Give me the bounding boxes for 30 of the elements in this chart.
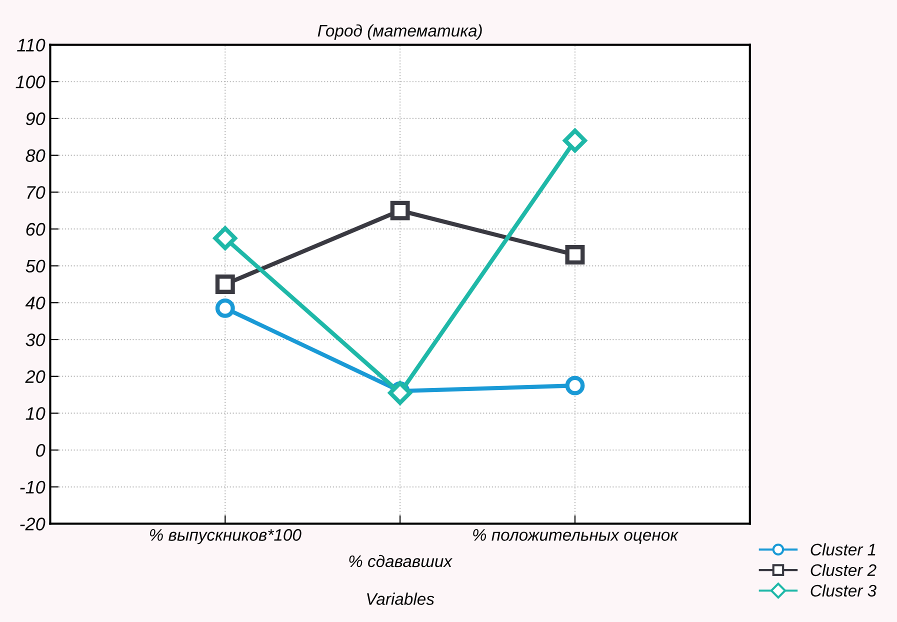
y-tick-label: 110 — [17, 38, 46, 52]
legend-label: Cluster 1 — [810, 543, 876, 556]
x-tick-label: % выпускников*100 — [150, 529, 302, 544]
point — [563, 128, 587, 152]
y-tick-label: 70 — [27, 186, 46, 199]
y-tick-label: -10 — [20, 480, 46, 494]
point — [390, 200, 410, 220]
point — [215, 274, 235, 294]
x-axis-title: Variables — [367, 592, 434, 605]
x-tick-label: % сдававших — [349, 554, 453, 568]
point — [565, 245, 585, 265]
y-tick-label: 20 — [25, 370, 46, 384]
point — [388, 381, 412, 405]
y-tick-label: -20 — [20, 518, 46, 530]
legend-label: Cluster 2 — [810, 564, 876, 576]
legend-label: Cluster 3 — [810, 584, 876, 597]
point — [213, 226, 238, 250]
y-tick-label: 90 — [26, 112, 46, 126]
y-tick-label: 100 — [16, 76, 46, 88]
y-tick-label: 30 — [26, 333, 46, 346]
y-tick-label: 80 — [26, 149, 46, 162]
point — [215, 298, 235, 318]
y-tick-label: 0 — [36, 444, 46, 457]
y-tick-label: 60 — [26, 222, 46, 236]
y-tick-label: 40 — [25, 296, 46, 310]
chart-title: Город (математика) — [318, 24, 482, 40]
y-tick-label: 50 — [26, 260, 46, 273]
x-tick-label: % положительных оценок — [473, 529, 679, 544]
point — [565, 376, 585, 396]
y-tick-label: 10 — [26, 407, 46, 420]
